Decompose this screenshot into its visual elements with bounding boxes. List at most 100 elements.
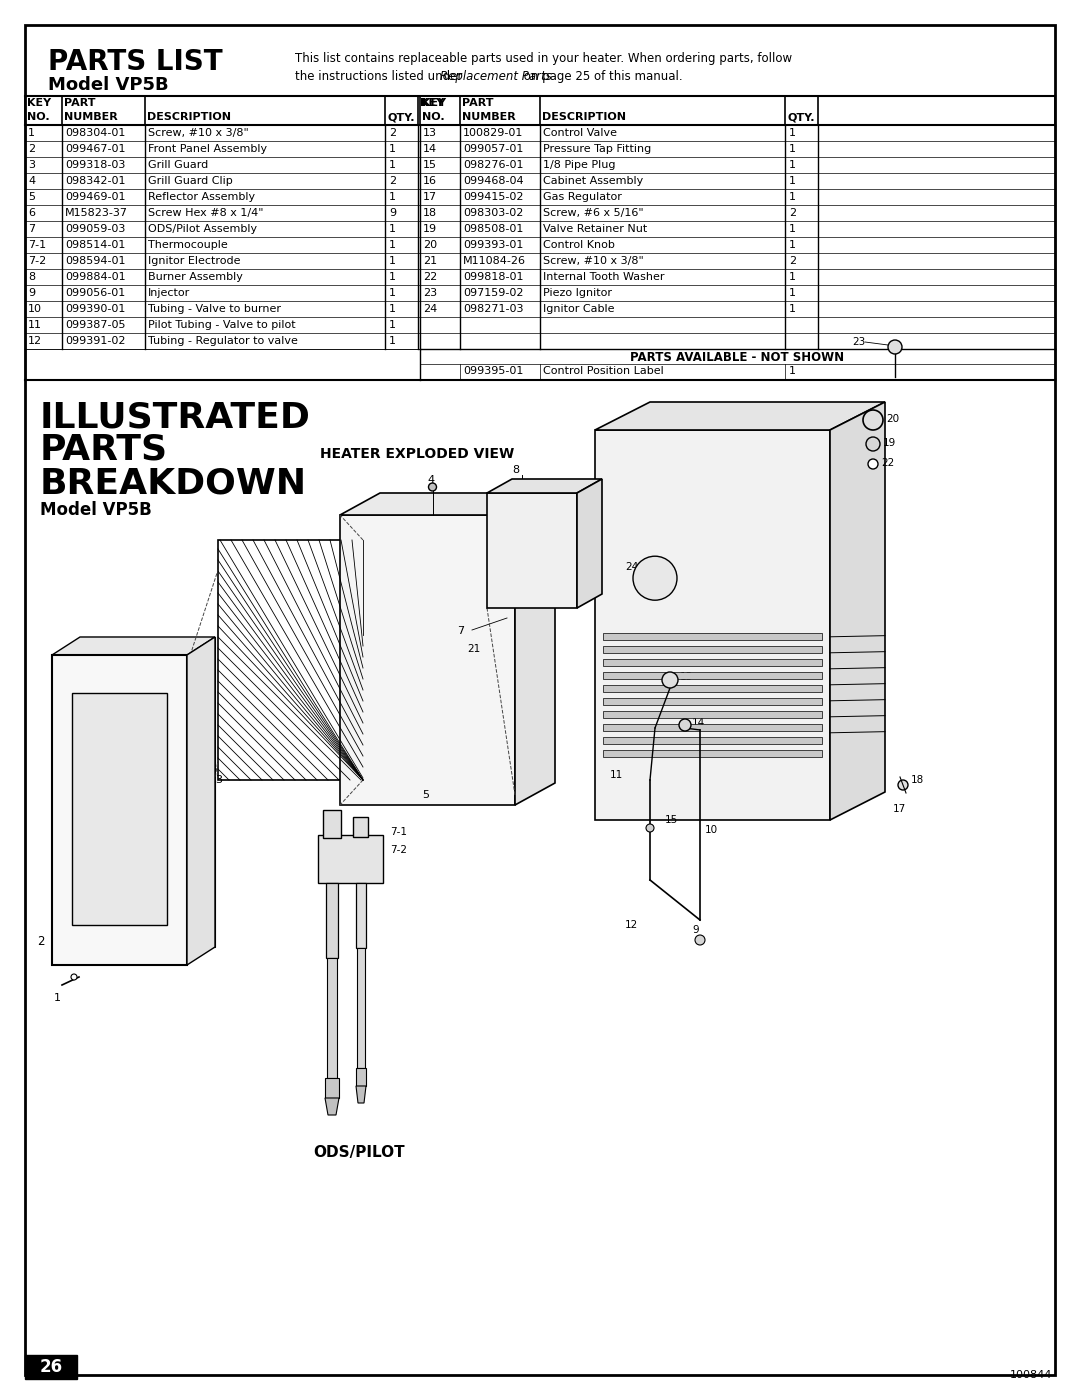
Circle shape [429,483,436,490]
Text: 1: 1 [789,191,796,203]
Text: Ignitor Cable: Ignitor Cable [543,305,615,314]
Text: 2: 2 [389,129,396,138]
Text: 18: 18 [912,775,924,785]
Text: 099059-03: 099059-03 [65,224,125,235]
Text: 099393-01: 099393-01 [463,240,524,250]
Text: 24: 24 [423,305,437,314]
Polygon shape [80,637,215,947]
Text: 11: 11 [610,770,623,780]
Bar [323,810,341,838]
Text: 100844: 100844 [1010,1370,1052,1380]
Text: 099318-03: 099318-03 [65,161,125,170]
Text: 4: 4 [28,176,36,186]
Text: 2: 2 [789,208,796,218]
Text: 099056-01: 099056-01 [65,288,125,298]
Text: 099467-01: 099467-01 [65,144,125,154]
Text: PART: PART [462,98,494,108]
Text: NUMBER: NUMBER [462,112,516,122]
Bar [218,541,363,780]
Text: Model VP5B: Model VP5B [48,75,168,94]
Text: NO.: NO. [422,112,445,122]
Text: 19: 19 [883,439,896,448]
Text: 12: 12 [28,337,42,346]
Text: 098271-03: 098271-03 [463,305,524,314]
Text: 21: 21 [423,256,437,265]
Circle shape [696,935,705,944]
Text: 14: 14 [692,718,705,728]
Text: 23: 23 [852,337,865,346]
Text: 8: 8 [512,465,519,475]
Text: 7-2: 7-2 [28,256,46,265]
Bar [595,430,831,820]
Text: Control Knob: Control Knob [543,240,615,250]
Text: 1: 1 [389,337,396,346]
Text: Ignitor Electrode: Ignitor Electrode [148,256,241,265]
Text: 5: 5 [28,191,35,203]
Text: PARTS: PARTS [40,433,168,467]
Bar [25,1355,77,1379]
Text: 16: 16 [423,176,437,186]
Text: Screw Hex #8 x 1/4": Screw Hex #8 x 1/4" [148,208,264,218]
Text: 15: 15 [423,161,437,170]
Circle shape [679,719,691,731]
Text: 15: 15 [665,814,678,826]
Polygon shape [356,1085,366,1104]
Text: 14: 14 [423,144,437,154]
Text: 1: 1 [389,144,396,154]
Text: 100829-01: 100829-01 [463,129,524,138]
Text: Gas Regulator: Gas Regulator [543,191,622,203]
Text: 099818-01: 099818-01 [463,272,524,282]
Polygon shape [52,637,215,655]
Text: 17: 17 [423,191,437,203]
Text: 8: 8 [28,272,36,282]
Text: 1: 1 [789,366,796,376]
Bar [603,685,822,692]
Text: Thermocouple: Thermocouple [148,240,228,250]
Text: Screw, #6 x 5/16": Screw, #6 x 5/16" [543,208,644,218]
Text: QTY.: QTY. [387,112,415,122]
Text: 099469-01: 099469-01 [65,191,125,203]
Text: 20: 20 [886,414,900,425]
Text: PART: PART [64,98,95,108]
Text: QTY.: QTY. [787,112,814,122]
Polygon shape [187,637,215,965]
Text: Piezo Ignitor: Piezo Ignitor [543,288,612,298]
Text: Tubing - Valve to burner: Tubing - Valve to burner [148,305,281,314]
Bar [72,693,167,925]
Text: BREAKDOWN: BREAKDOWN [40,467,307,500]
Text: 099884-01: 099884-01 [65,272,125,282]
Text: the instructions listed under: the instructions listed under [295,70,467,82]
Polygon shape [325,1098,339,1115]
Text: 21: 21 [467,644,481,654]
Text: Burner Assembly: Burner Assembly [148,272,243,282]
Text: 098276-01: 098276-01 [463,161,524,170]
Polygon shape [595,402,885,430]
Text: 7-1: 7-1 [390,827,407,837]
Text: Reflector Assembly: Reflector Assembly [148,191,255,203]
Bar [603,697,822,705]
Bar [603,711,822,718]
Text: ILLUSTRATED: ILLUSTRATED [40,400,311,434]
Bar [326,883,338,958]
Text: 6: 6 [325,810,332,820]
Text: Injector: Injector [148,288,190,298]
Text: 099391-02: 099391-02 [65,337,125,346]
Bar [353,817,368,837]
Text: 1: 1 [54,993,60,1003]
Text: 17: 17 [893,805,906,814]
Text: NUMBER: NUMBER [64,112,118,122]
Text: 1: 1 [789,240,796,250]
Bar [603,672,822,679]
Text: Tubing - Regulator to valve: Tubing - Regulator to valve [148,337,298,346]
Bar [357,949,365,1067]
Text: 098342-01: 098342-01 [65,176,125,186]
Text: 1: 1 [389,224,396,235]
Text: 099468-04: 099468-04 [463,176,524,186]
Text: 1: 1 [789,161,796,170]
Text: ODS/Pilot Assembly: ODS/Pilot Assembly [148,224,257,235]
Text: 26: 26 [40,1358,63,1376]
Text: 099415-02: 099415-02 [463,191,524,203]
Text: 13: 13 [423,129,437,138]
Circle shape [662,672,678,687]
Text: on page 25 of this manual.: on page 25 of this manual. [519,70,683,82]
